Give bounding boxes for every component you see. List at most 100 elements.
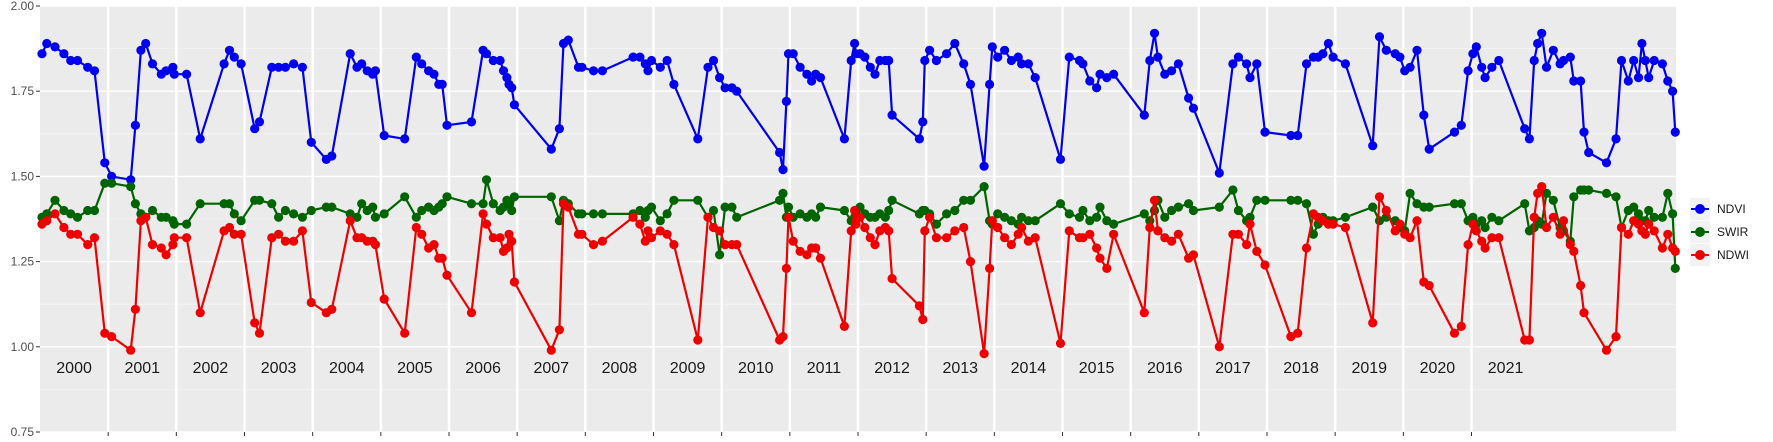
data-point-ndvi bbox=[1649, 55, 1659, 66]
data-point-swir bbox=[1030, 216, 1040, 226]
data-point-swir bbox=[161, 212, 171, 222]
data-point-ndwi bbox=[1555, 229, 1565, 239]
data-point-ndwi bbox=[1381, 205, 1391, 216]
data-point-ndwi bbox=[504, 229, 514, 239]
facet-label-2000: 2000 bbox=[56, 360, 92, 377]
data-point-swir bbox=[368, 202, 378, 212]
data-point-ndvi bbox=[788, 49, 798, 59]
data-point-ndvi bbox=[466, 117, 477, 127]
data-point-ndwi bbox=[732, 240, 742, 250]
data-point-ndvi bbox=[588, 66, 599, 76]
data-point-ndwi bbox=[942, 233, 952, 243]
data-point-swir bbox=[1584, 185, 1594, 195]
data-point-ndwi bbox=[1233, 229, 1243, 239]
data-point-ndwi bbox=[429, 240, 439, 250]
data-point-swir bbox=[635, 205, 645, 216]
data-point-ndvi bbox=[1328, 52, 1338, 62]
data-point-ndwi bbox=[509, 277, 519, 287]
data-point-swir bbox=[107, 178, 117, 188]
data-point-ndwi bbox=[950, 226, 960, 236]
data-point-swir bbox=[169, 219, 179, 229]
data-point-ndwi bbox=[1109, 229, 1119, 239]
data-point-swir bbox=[597, 209, 608, 219]
data-point-swir bbox=[72, 212, 83, 222]
data-point-ndvi bbox=[1637, 38, 1647, 49]
data-point-ndvi bbox=[1640, 55, 1650, 66]
data-point-swir bbox=[442, 192, 452, 202]
data-point-swir bbox=[42, 209, 52, 219]
data-point-ndwi bbox=[297, 226, 307, 236]
data-point-ndwi bbox=[437, 253, 447, 263]
data-point-ndwi bbox=[1524, 335, 1534, 345]
data-point-swir bbox=[669, 195, 679, 205]
data-point-ndvi bbox=[1529, 55, 1539, 66]
data-point-ndvi bbox=[1102, 73, 1112, 83]
data-point-ndwi bbox=[1173, 229, 1183, 239]
data-point-swir bbox=[708, 205, 719, 216]
data-point-ndwi bbox=[195, 308, 205, 318]
data-point-ndwi bbox=[236, 229, 246, 239]
series-layer bbox=[37, 28, 1680, 359]
y-tick-label: 1.00 bbox=[11, 340, 35, 354]
data-point-swir bbox=[481, 175, 492, 185]
data-point-ndvi bbox=[655, 62, 665, 72]
data-point-ndwi bbox=[1576, 280, 1586, 291]
y-tick-label: 1.50 bbox=[11, 169, 35, 183]
data-point-ndwi bbox=[815, 253, 826, 263]
data-point-ndvi bbox=[1000, 45, 1010, 55]
data-point-ndwi bbox=[1017, 222, 1027, 233]
data-point-swir bbox=[1368, 202, 1378, 212]
data-point-swir bbox=[1078, 205, 1088, 216]
data-point-ndvi bbox=[1629, 55, 1639, 66]
data-point-ndwi bbox=[147, 240, 158, 250]
facet-label-2012: 2012 bbox=[874, 360, 910, 377]
data-point-ndwi bbox=[1463, 240, 1473, 250]
data-point-ndwi bbox=[488, 233, 498, 243]
data-point-ndwi bbox=[993, 222, 1003, 233]
data-point-ndvi bbox=[985, 79, 995, 89]
y-tick-label: 1.75 bbox=[11, 84, 35, 98]
data-point-ndvi bbox=[1095, 69, 1105, 79]
data-point-ndvi bbox=[417, 59, 427, 69]
data-point-ndvi bbox=[289, 59, 299, 69]
data-point-ndvi bbox=[107, 171, 117, 181]
data-point-swir bbox=[1308, 229, 1318, 239]
data-point-ndvi bbox=[778, 165, 788, 175]
data-point-ndvi bbox=[715, 73, 725, 83]
data-point-ndwi bbox=[851, 219, 861, 229]
legend-label-ndwi: NDWI bbox=[1717, 248, 1749, 262]
data-point-ndwi bbox=[370, 240, 380, 250]
data-point-ndvi bbox=[161, 66, 171, 76]
data-point-swir bbox=[942, 209, 952, 219]
data-point-ndvi bbox=[1548, 45, 1558, 55]
data-point-ndwi bbox=[1374, 192, 1385, 202]
data-point-ndvi bbox=[100, 158, 110, 168]
data-point-ndwi bbox=[855, 212, 865, 222]
data-point-swir bbox=[254, 195, 265, 205]
data-point-swir bbox=[1102, 216, 1112, 226]
data-point-ndvi bbox=[720, 83, 730, 93]
facet-label-2016: 2016 bbox=[1147, 360, 1183, 377]
data-point-swir bbox=[274, 212, 284, 222]
data-point-swir bbox=[1611, 192, 1621, 202]
facet-label-2004: 2004 bbox=[329, 360, 365, 377]
data-point-ndwi bbox=[985, 263, 995, 273]
data-point-swir bbox=[1663, 188, 1673, 198]
data-point-ndvi bbox=[1633, 73, 1644, 83]
data-point-ndvi bbox=[168, 62, 178, 72]
data-point-swir bbox=[400, 192, 410, 202]
data-point-ndwi bbox=[1252, 246, 1262, 256]
data-point-swir bbox=[357, 199, 367, 209]
data-point-ndwi bbox=[1663, 229, 1673, 239]
data-point-swir bbox=[1668, 209, 1678, 219]
data-point-ndvi bbox=[267, 62, 277, 72]
data-point-ndvi bbox=[1078, 59, 1088, 69]
data-point-ndwi bbox=[126, 345, 136, 355]
data-point-ndvi bbox=[1228, 59, 1238, 69]
data-point-ndwi bbox=[1670, 246, 1680, 256]
data-point-ndwi bbox=[1649, 226, 1659, 236]
data-point-ndvi bbox=[126, 175, 136, 185]
data-point-ndwi bbox=[1616, 222, 1627, 233]
data-point-swir bbox=[370, 212, 380, 222]
data-point-ndwi bbox=[1640, 229, 1650, 239]
